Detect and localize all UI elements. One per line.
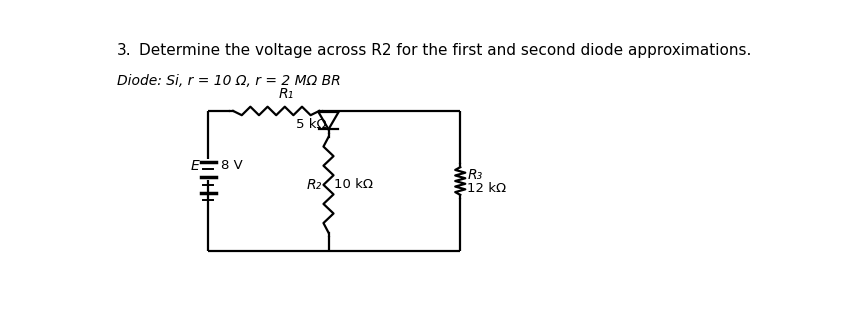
Text: 5 kΩ: 5 kΩ: [296, 118, 326, 131]
Text: R₁: R₁: [278, 87, 294, 101]
Text: 3.: 3.: [117, 43, 132, 58]
Text: E: E: [190, 159, 199, 173]
Text: 8 V: 8 V: [220, 159, 243, 172]
Text: 10 kΩ: 10 kΩ: [334, 178, 373, 191]
Text: R₃: R₃: [468, 168, 482, 182]
Text: Determine the voltage across R2 for the first and second diode approximations.: Determine the voltage across R2 for the …: [139, 43, 751, 58]
Text: R₂: R₂: [307, 178, 322, 192]
Text: Diode: Si, r = 10 Ω, r = 2 MΩ BR: Diode: Si, r = 10 Ω, r = 2 MΩ BR: [117, 74, 341, 88]
Text: 12 kΩ: 12 kΩ: [468, 182, 506, 195]
